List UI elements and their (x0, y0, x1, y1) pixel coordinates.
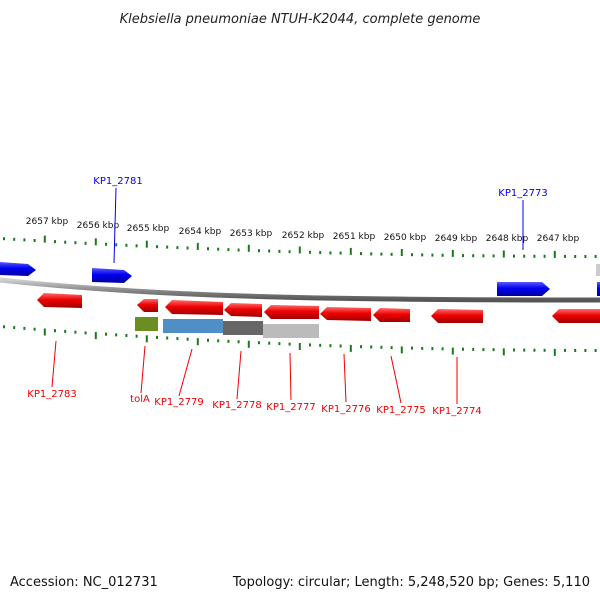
forward-gene[interactable] (497, 282, 550, 296)
inner-tick-ring (3, 325, 597, 356)
gene-label-tola[interactable]: tolA (130, 394, 150, 405)
outer-tick-ring (3, 235, 597, 258)
tola-feature-block[interactable] (135, 317, 158, 331)
scale-label: 2655 kbp (127, 224, 170, 234)
reverse-strand-genes (37, 293, 600, 323)
scale-label: 2657 kbp (26, 217, 69, 227)
genome-backbone (0, 277, 600, 303)
gene-label-kp1-2774[interactable]: KP1_2774 (432, 406, 481, 417)
forward-gene[interactable] (597, 282, 600, 296)
scale-label: 2653 kbp (230, 229, 273, 239)
reverse-gene-labels: KP1_2783 tolA KP1_2779 KP1_2778 KP1_2777… (27, 340, 482, 417)
gene-label-kp1-2778[interactable]: KP1_2778 (212, 400, 261, 411)
blue-feature-block[interactable] (163, 319, 223, 333)
forward-gene-labels: KP1_2781 KP1_2773 (93, 176, 548, 264)
scale-labels: 2657 kbp 2656 kbp 2655 kbp 2654 kbp 2653… (26, 217, 580, 244)
forward-gene[interactable] (92, 268, 132, 283)
reverse-gene[interactable] (373, 308, 410, 322)
reverse-gene[interactable] (37, 293, 82, 308)
gene-label-kp1-2775[interactable]: KP1_2775 (376, 405, 425, 416)
map-title: Klebsiella pneumoniae NTUH-K2044, comple… (120, 12, 481, 27)
scale-label: 2648 kbp (486, 234, 529, 244)
reverse-gene[interactable] (552, 309, 600, 323)
reverse-gene[interactable] (431, 309, 483, 323)
reverse-gene[interactable] (224, 303, 262, 317)
dark-feature-block[interactable] (223, 321, 263, 335)
gene-label-kp1-2773[interactable]: KP1_2773 (498, 188, 547, 199)
reverse-gene[interactable] (320, 307, 371, 321)
reverse-gene[interactable] (137, 299, 158, 312)
scale-label: 2652 kbp (282, 231, 325, 241)
forward-gene[interactable] (596, 264, 600, 276)
scale-label: 2651 kbp (333, 232, 376, 242)
scale-label: 2656 kbp (77, 221, 120, 231)
gene-label-kp1-2781[interactable]: KP1_2781 (93, 176, 142, 187)
gene-label-kp1-2783[interactable]: KP1_2783 (27, 389, 76, 400)
scale-label: 2647 kbp (537, 234, 580, 244)
scale-label: 2650 kbp (384, 233, 427, 243)
light-feature-block[interactable] (263, 324, 319, 338)
gene-label-kp1-2776[interactable]: KP1_2776 (321, 404, 370, 415)
scale-label: 2649 kbp (435, 234, 478, 244)
feature-blocks (135, 317, 319, 338)
reverse-gene[interactable] (165, 300, 223, 315)
accession-text: Accession: NC_012731 (10, 575, 158, 590)
gene-label-kp1-2777[interactable]: KP1_2777 (266, 402, 315, 413)
gene-label-kp1-2779[interactable]: KP1_2779 (154, 397, 203, 408)
forward-strand-genes (0, 262, 600, 296)
forward-gene[interactable] (0, 262, 36, 276)
reverse-gene[interactable] (264, 305, 319, 319)
genome-summary-text: Topology: circular; Length: 5,248,520 bp… (232, 575, 590, 590)
scale-label: 2654 kbp (179, 227, 222, 237)
